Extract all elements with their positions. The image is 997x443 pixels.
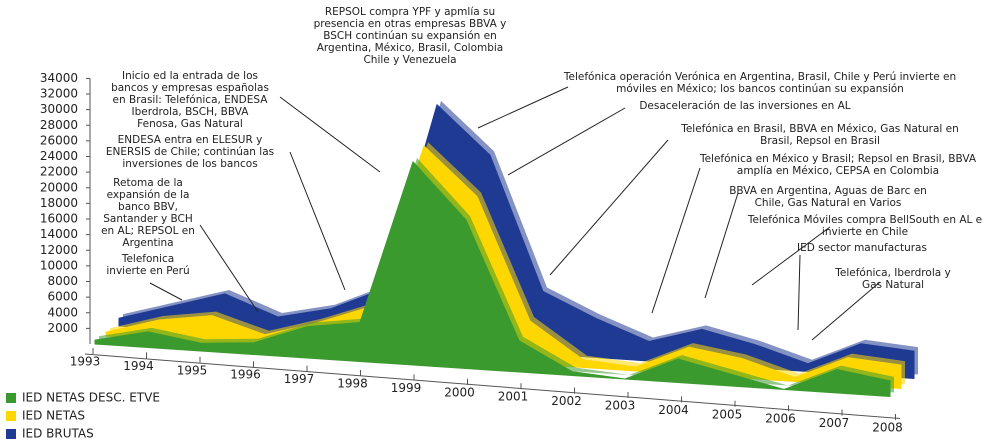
leader-line xyxy=(797,254,801,331)
y-tick-label: 32000 xyxy=(40,87,78,101)
leader-line xyxy=(704,192,739,299)
leader-line xyxy=(289,151,346,291)
annotation: Telefónica operación Verónica en Argenti… xyxy=(563,71,956,83)
annotation: BBVA en Argentina, Aguas de Barc en xyxy=(729,185,927,197)
annotation: ENDESA entra en ELESUR y xyxy=(118,134,263,146)
annotation: Telefónica, Iberdrola y xyxy=(834,267,950,279)
annotation: Gas Natural xyxy=(862,279,924,291)
annotation: expansión de la xyxy=(107,189,190,201)
legend-swatch xyxy=(6,429,16,439)
x-tick-label: 2002 xyxy=(551,394,582,408)
annotation: ENERSIS de Chile; continúan las xyxy=(106,146,274,158)
annotation: Retoma de la xyxy=(113,177,183,189)
leader-line xyxy=(279,96,381,173)
annotation: Iberdrola, BSCH, BBVA xyxy=(132,106,250,118)
legend-swatch xyxy=(6,411,16,421)
leader-line xyxy=(507,107,626,176)
annotation: Telefónica en Brasil, BBVA en México, Ga… xyxy=(680,123,959,135)
x-tick-label: 2000 xyxy=(444,385,475,399)
leader-line xyxy=(751,226,831,286)
x-tick-label: 1995 xyxy=(177,363,208,377)
y-tick-label: 12000 xyxy=(40,243,78,257)
legend-label: IED BRUTAS xyxy=(22,427,94,441)
x-tick-label: 1993 xyxy=(70,355,101,369)
x-tick-label: 1998 xyxy=(337,377,368,391)
y-tick-label: 4000 xyxy=(47,305,78,319)
leader-line xyxy=(477,86,569,129)
area xyxy=(94,160,891,398)
legend-swatch xyxy=(6,393,16,403)
leader-line xyxy=(199,224,259,313)
annotation: Fenosa, Gas Natural xyxy=(137,118,243,130)
y-tick-label: 28000 xyxy=(40,118,78,132)
area xyxy=(118,103,915,380)
x-tick-label: 1994 xyxy=(123,359,154,373)
annotation: inversiones de los bancos xyxy=(122,158,257,170)
y-tick-label: 6000 xyxy=(47,290,78,304)
annotation: Santander y BCH xyxy=(103,213,193,225)
annotation: BSCH continúan su expansión en xyxy=(323,30,497,42)
annotation: presencia en otras empresas BBVA y xyxy=(314,18,507,30)
annotation: invierte en Perú xyxy=(106,265,189,277)
y-tick-label: 24000 xyxy=(40,149,78,163)
y-tick-label: 10000 xyxy=(40,258,78,272)
y-tick-label: 26000 xyxy=(40,133,78,147)
annotation: en Brasil: Telefónica, ENDESA xyxy=(113,94,269,106)
annotation: en AL; REPSOL en xyxy=(101,225,195,237)
x-tick-label: 2007 xyxy=(819,416,850,430)
x-tick-label: 2006 xyxy=(765,412,796,426)
annotation: Inicio ed la entrada de los xyxy=(122,70,258,82)
leader-line xyxy=(811,281,881,341)
annotation: invierte en Chile xyxy=(822,226,908,238)
annotation: amplía en México, CEPSA en Colombia xyxy=(737,165,939,177)
y-tick-label: 16000 xyxy=(40,212,78,226)
annotation: Telefonica xyxy=(121,253,174,265)
x-tick-label: 1999 xyxy=(391,381,422,395)
leader-line xyxy=(549,139,669,276)
annotation: REPSOL compra YPF y apmlía su xyxy=(325,6,495,18)
x-tick-label: 2005 xyxy=(712,407,743,421)
x-tick-label: 2004 xyxy=(658,403,689,417)
x-tick-label: 1996 xyxy=(230,368,261,382)
annotation: Telefónica en México y Brasil; Repsol en… xyxy=(699,153,977,165)
annotation: IED sector manufacturas xyxy=(797,242,927,254)
annotation: bancos y empresas españolas xyxy=(111,82,269,94)
y-tick-label: 14000 xyxy=(40,227,78,241)
leader-line xyxy=(149,282,183,301)
y-tick-label: 20000 xyxy=(40,180,78,194)
x-tick-label: 1997 xyxy=(284,372,315,386)
annotation: móviles en México; los bancos continúan … xyxy=(616,83,904,95)
annotation: banco BBV, xyxy=(118,201,178,213)
y-tick-label: 18000 xyxy=(40,196,78,210)
legend-label: IED NETAS xyxy=(22,409,85,423)
legend-label: IED NETAS DESC. ETVE xyxy=(22,391,160,405)
x-tick-label: 2008 xyxy=(872,421,903,435)
y-tick-label: 2000 xyxy=(47,321,78,335)
y-tick-label: 34000 xyxy=(40,71,78,85)
x-tick-label: 2001 xyxy=(498,390,529,404)
annotation: Telefónica Móviles compra BellSouth en A… xyxy=(747,214,982,226)
annotation: Argentina, México, Brasil, Colombia xyxy=(317,42,504,54)
annotation: Chile y Venezuela xyxy=(363,54,456,66)
annotation: Chile, Gas Natural en Varios xyxy=(755,197,902,209)
y-tick-label: 8000 xyxy=(47,274,78,288)
y-tick-label: 30000 xyxy=(40,102,78,116)
y-tick-label: 22000 xyxy=(40,165,78,179)
x-tick-label: 2003 xyxy=(605,399,636,413)
leader-line xyxy=(651,167,701,314)
annotation: Brasil, Repsol en Brasil xyxy=(760,135,880,147)
annotation: Argentina xyxy=(122,237,173,249)
annotation: Desaceleración de las inversiones en AL xyxy=(639,100,850,112)
x-axis xyxy=(84,353,901,419)
